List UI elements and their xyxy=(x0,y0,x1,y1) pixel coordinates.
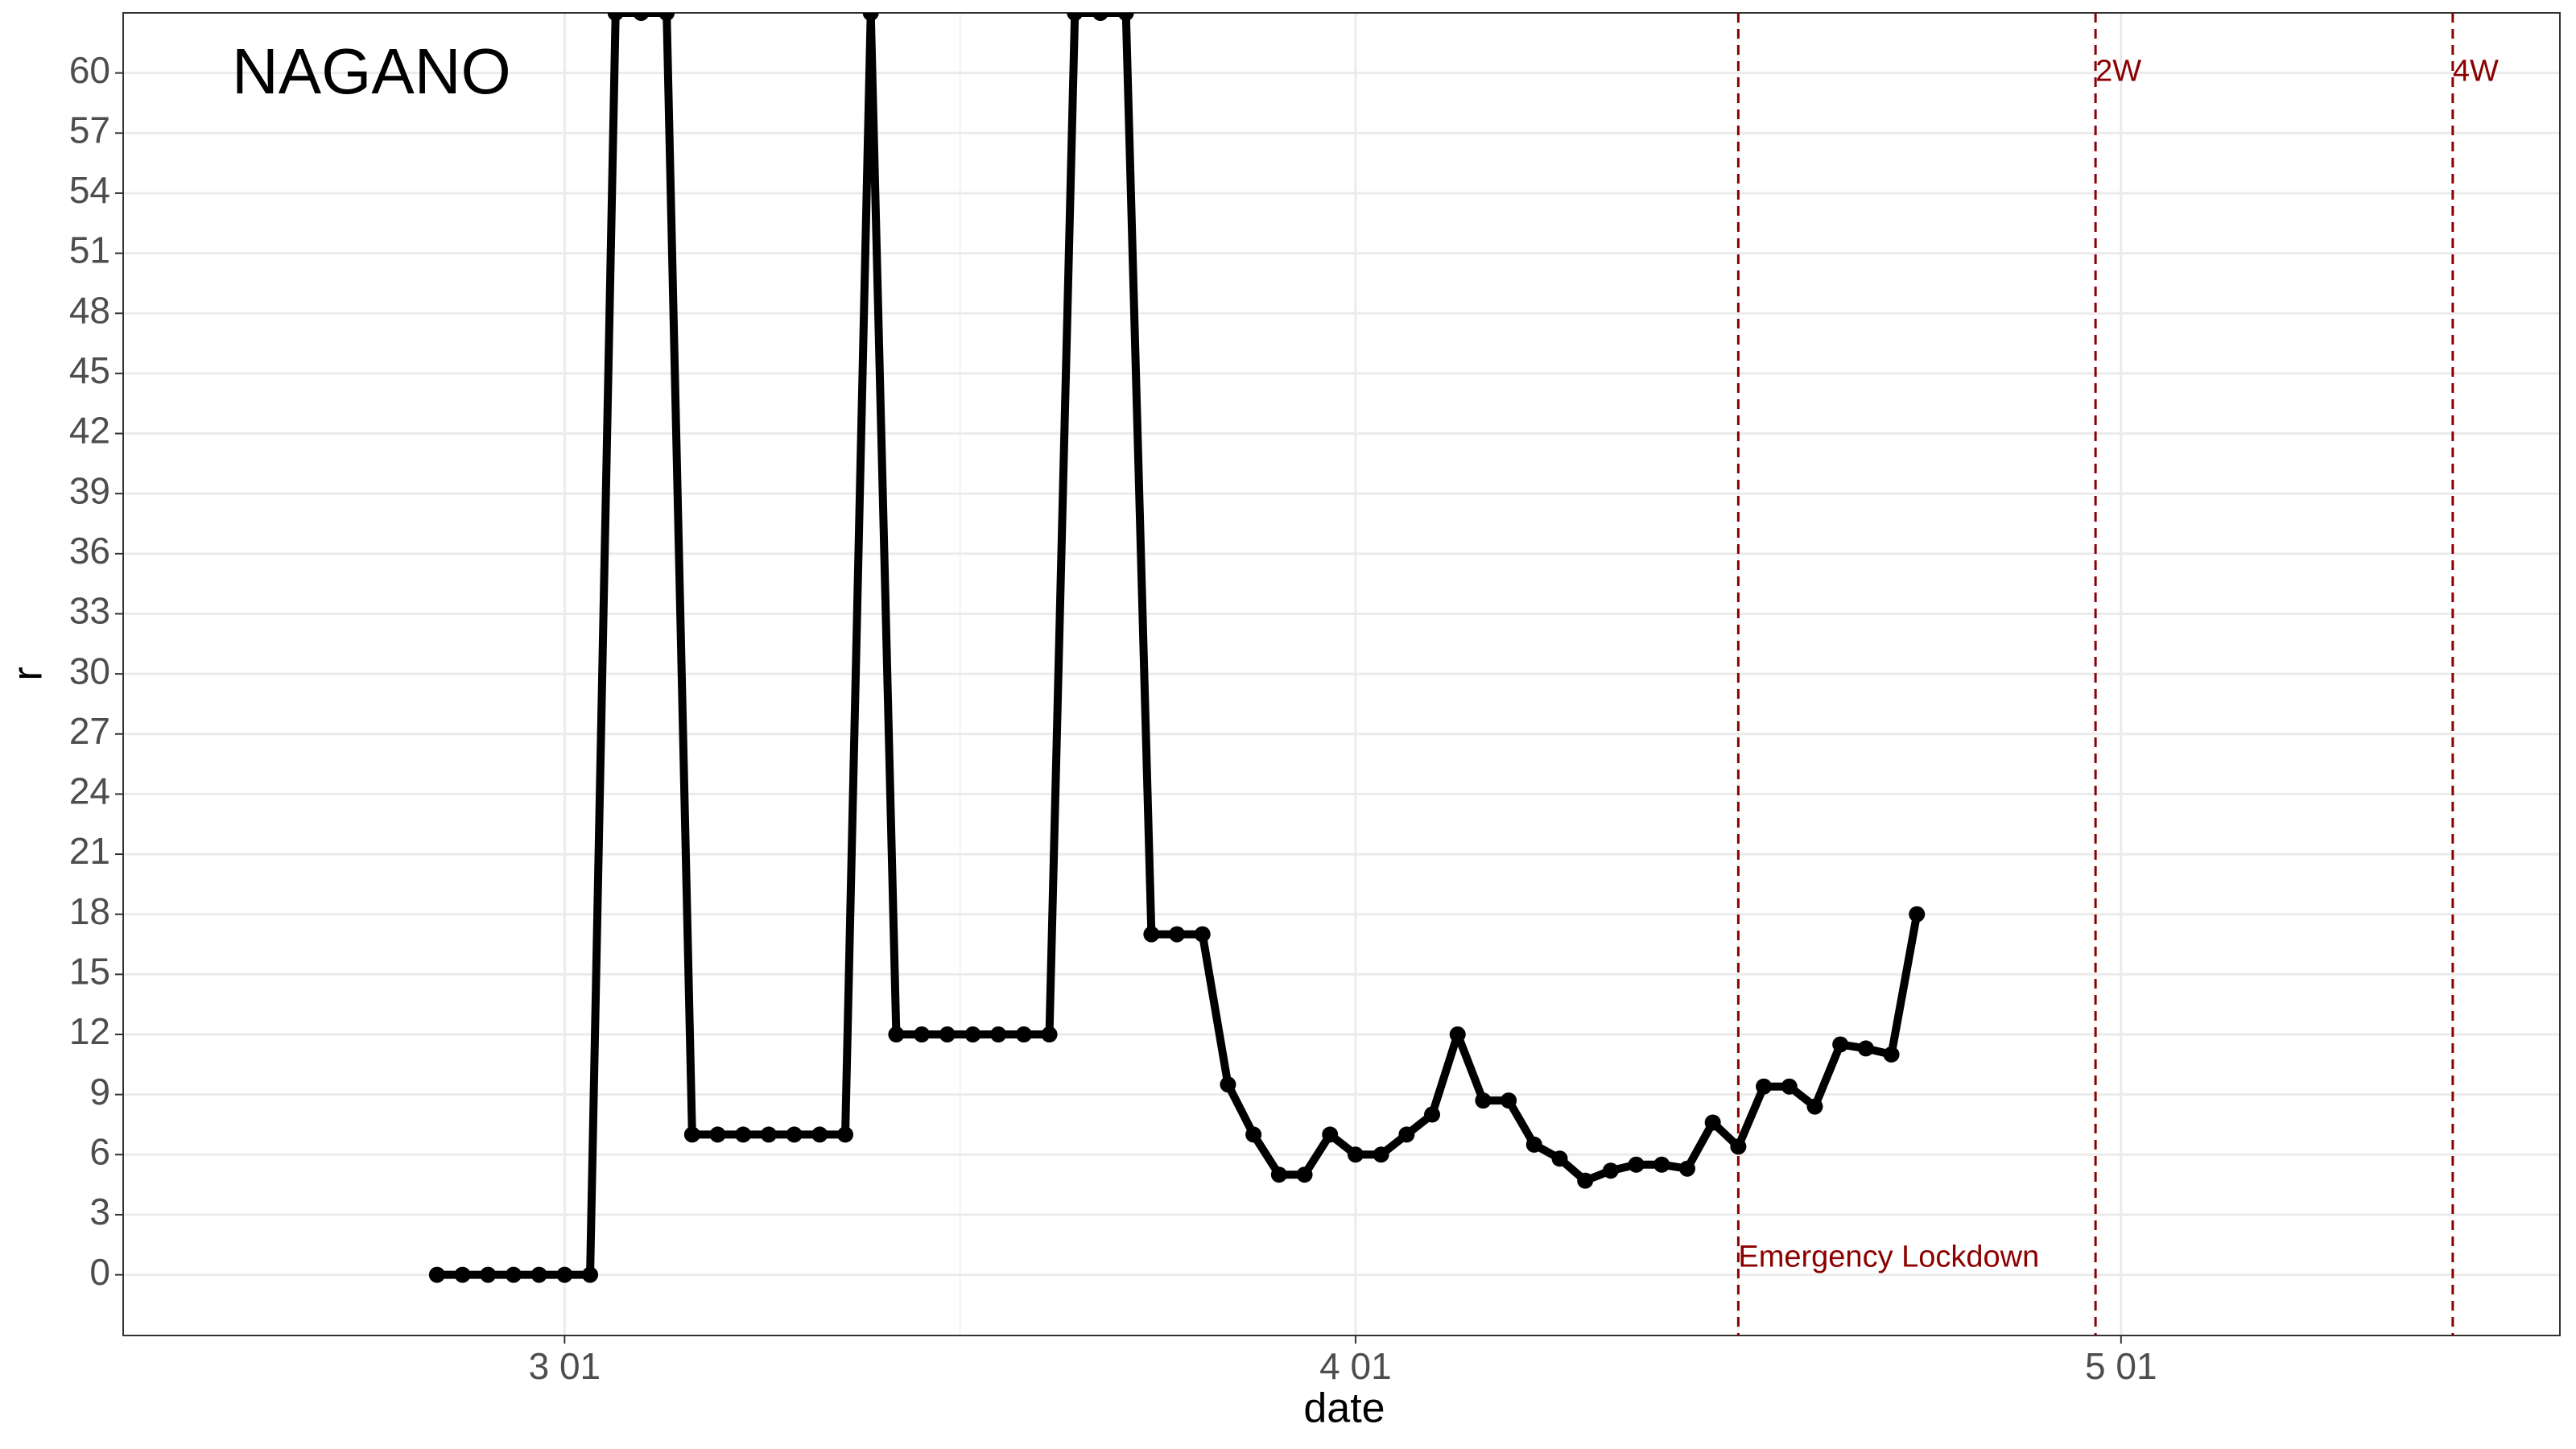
data-point xyxy=(990,1026,1007,1043)
data-point xyxy=(1117,13,1134,21)
data-point xyxy=(1704,1114,1721,1131)
y-tick-label: 6 xyxy=(89,1130,110,1172)
data-point xyxy=(1270,1166,1287,1183)
y-tick-label: 30 xyxy=(69,650,110,691)
data-point xyxy=(1577,1172,1594,1189)
data-point xyxy=(760,1126,777,1143)
data-point xyxy=(1398,1126,1415,1143)
y-tick-label: 15 xyxy=(69,951,110,993)
y-tick-label: 33 xyxy=(69,590,110,632)
data-point xyxy=(811,1126,828,1143)
y-tick-label: 48 xyxy=(69,289,110,331)
data-line xyxy=(436,13,1922,1279)
data-point xyxy=(1806,1098,1823,1115)
y-tick-label: 18 xyxy=(69,890,110,932)
data-point xyxy=(964,1026,981,1043)
data-point xyxy=(1347,1146,1364,1163)
y-tick-label: 3 xyxy=(89,1191,110,1232)
data-point xyxy=(786,1126,803,1143)
data-point xyxy=(1678,1160,1695,1177)
data-point xyxy=(428,1266,445,1283)
data-point xyxy=(658,13,675,21)
data-point xyxy=(1092,13,1108,21)
data-point xyxy=(1756,1078,1773,1095)
x-axis-title: date xyxy=(1303,1385,1385,1432)
reference-label: Emergency Lockdown xyxy=(1738,1241,2039,1274)
data-point xyxy=(1501,1092,1517,1109)
data-point xyxy=(1475,1092,1492,1109)
reference-label: 4W xyxy=(2453,55,2499,89)
data-point xyxy=(1245,1126,1262,1143)
y-tick-label: 24 xyxy=(69,770,110,812)
data-point xyxy=(1730,1138,1747,1155)
y-axis-title: r xyxy=(5,667,52,680)
data-point xyxy=(1220,1076,1236,1093)
data-point xyxy=(1296,1166,1313,1183)
x-tick-label: 5 01 xyxy=(2085,1345,2157,1387)
data-point xyxy=(1857,1040,1874,1057)
y-tick-label: 57 xyxy=(69,109,110,151)
y-tick-label: 45 xyxy=(69,349,110,391)
data-point xyxy=(1424,1106,1441,1123)
y-tick-label: 39 xyxy=(69,469,110,511)
data-point xyxy=(709,1126,726,1143)
x-tick-label: 4 01 xyxy=(1319,1345,1392,1387)
data-point xyxy=(1653,1156,1670,1173)
data-point xyxy=(939,1026,956,1043)
data-point xyxy=(505,1266,522,1283)
data-point xyxy=(607,13,624,21)
y-tick-label: 42 xyxy=(69,410,110,452)
data-point xyxy=(1832,1036,1849,1053)
data-point xyxy=(1602,1162,1619,1179)
y-tick-label: 0 xyxy=(89,1251,110,1293)
y-tick-label: 51 xyxy=(69,229,110,271)
data-point xyxy=(530,1266,547,1283)
data-point xyxy=(1067,13,1084,21)
data-point xyxy=(862,13,879,21)
data-point xyxy=(1169,926,1186,943)
data-point xyxy=(1373,1146,1389,1163)
data-point xyxy=(1143,926,1160,943)
y-tick-label: 21 xyxy=(69,830,110,872)
data-point xyxy=(837,1126,854,1143)
y-tick-label: 54 xyxy=(69,169,110,211)
data-point xyxy=(1551,1150,1568,1167)
data-point xyxy=(633,13,650,21)
plot-border xyxy=(122,12,2561,1336)
data-point xyxy=(454,1266,471,1283)
data-point xyxy=(735,1126,752,1143)
y-tick-label: 9 xyxy=(89,1071,110,1113)
data-point xyxy=(480,1266,497,1283)
y-tick-label: 60 xyxy=(69,49,110,91)
data-point xyxy=(1883,1046,1900,1063)
data-point xyxy=(683,1126,700,1143)
data-point xyxy=(1909,906,1926,923)
y-tick-label: 36 xyxy=(69,530,110,572)
data-point xyxy=(1194,926,1211,943)
data-point xyxy=(1525,1136,1542,1153)
chart-title: NAGANO xyxy=(232,35,511,107)
data-point xyxy=(1015,1026,1032,1043)
data-point xyxy=(1322,1126,1339,1143)
y-tick-label: 27 xyxy=(69,710,110,752)
y-tick-label: 12 xyxy=(69,1010,110,1052)
data-point xyxy=(1781,1078,1798,1095)
data-point xyxy=(914,1026,931,1043)
data-point xyxy=(888,1026,905,1043)
data-point xyxy=(556,1266,573,1283)
data-point xyxy=(1041,1026,1058,1043)
x-tick-label: 3 01 xyxy=(529,1345,601,1387)
reference-label: 2W xyxy=(2095,55,2141,89)
data-point xyxy=(1449,1026,1466,1043)
data-point xyxy=(1628,1156,1645,1173)
data-point xyxy=(582,1266,599,1283)
